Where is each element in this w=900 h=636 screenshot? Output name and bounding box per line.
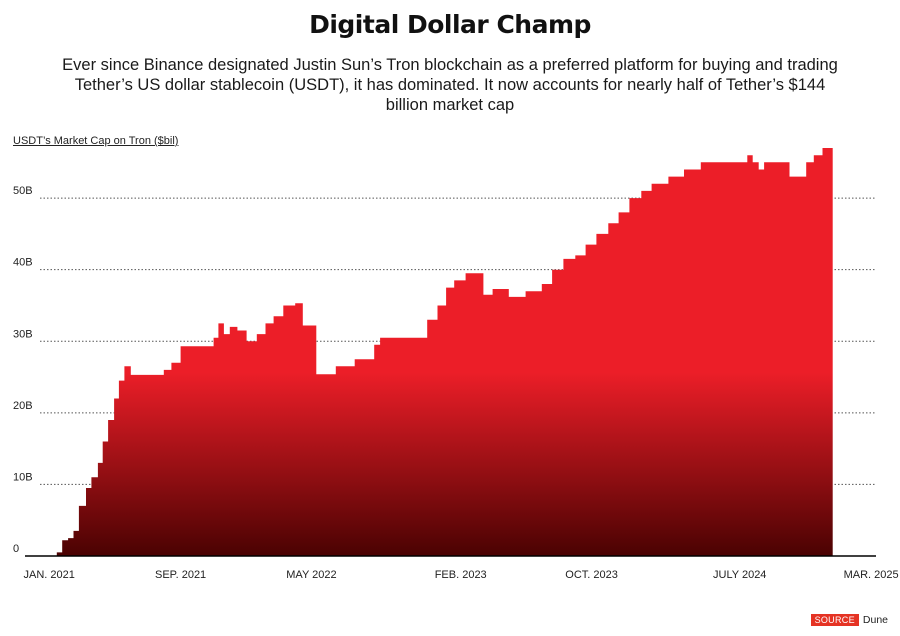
y-tick-labels: 0 10B 20B 30B 40B 50B <box>13 185 33 555</box>
source-name: Dune <box>862 614 888 626</box>
y-tick-label: 20B <box>13 400 33 412</box>
y-tick-label: 50B <box>13 185 33 197</box>
y-axis-label: USDT’s Market Cap on Tron ($bil) <box>13 135 179 147</box>
x-tick-label: JULY 2024 <box>713 569 766 581</box>
usdt-area-series <box>56 148 833 556</box>
y-tick-label: 40B <box>13 257 33 269</box>
x-tick-label: SEP. 2021 <box>155 569 206 581</box>
y-tick-label: 10B <box>13 471 33 483</box>
y-tick-label: 0 <box>13 543 19 555</box>
source-tag: SOURCE <box>810 614 859 626</box>
y-tick-label: 30B <box>13 328 33 340</box>
chart-title: Digital Dollar Champ <box>309 10 591 39</box>
x-tick-labels: JAN. 2021 SEP. 2021 MAY 2022 FEB. 2023 OCT. … <box>24 569 899 581</box>
x-tick-label: OCT. 2023 <box>565 569 618 581</box>
x-tick-label: FEB. 2023 <box>435 569 487 581</box>
x-tick-label: MAY 2022 <box>286 569 336 581</box>
x-tick-label: JAN. 2021 <box>24 569 75 581</box>
x-tick-label: MAR. 2025 <box>844 569 899 581</box>
chart-subtitle: Ever since Binance designated Justin Sun… <box>62 56 838 114</box>
source-credit: SOURCE Dune <box>810 614 888 626</box>
